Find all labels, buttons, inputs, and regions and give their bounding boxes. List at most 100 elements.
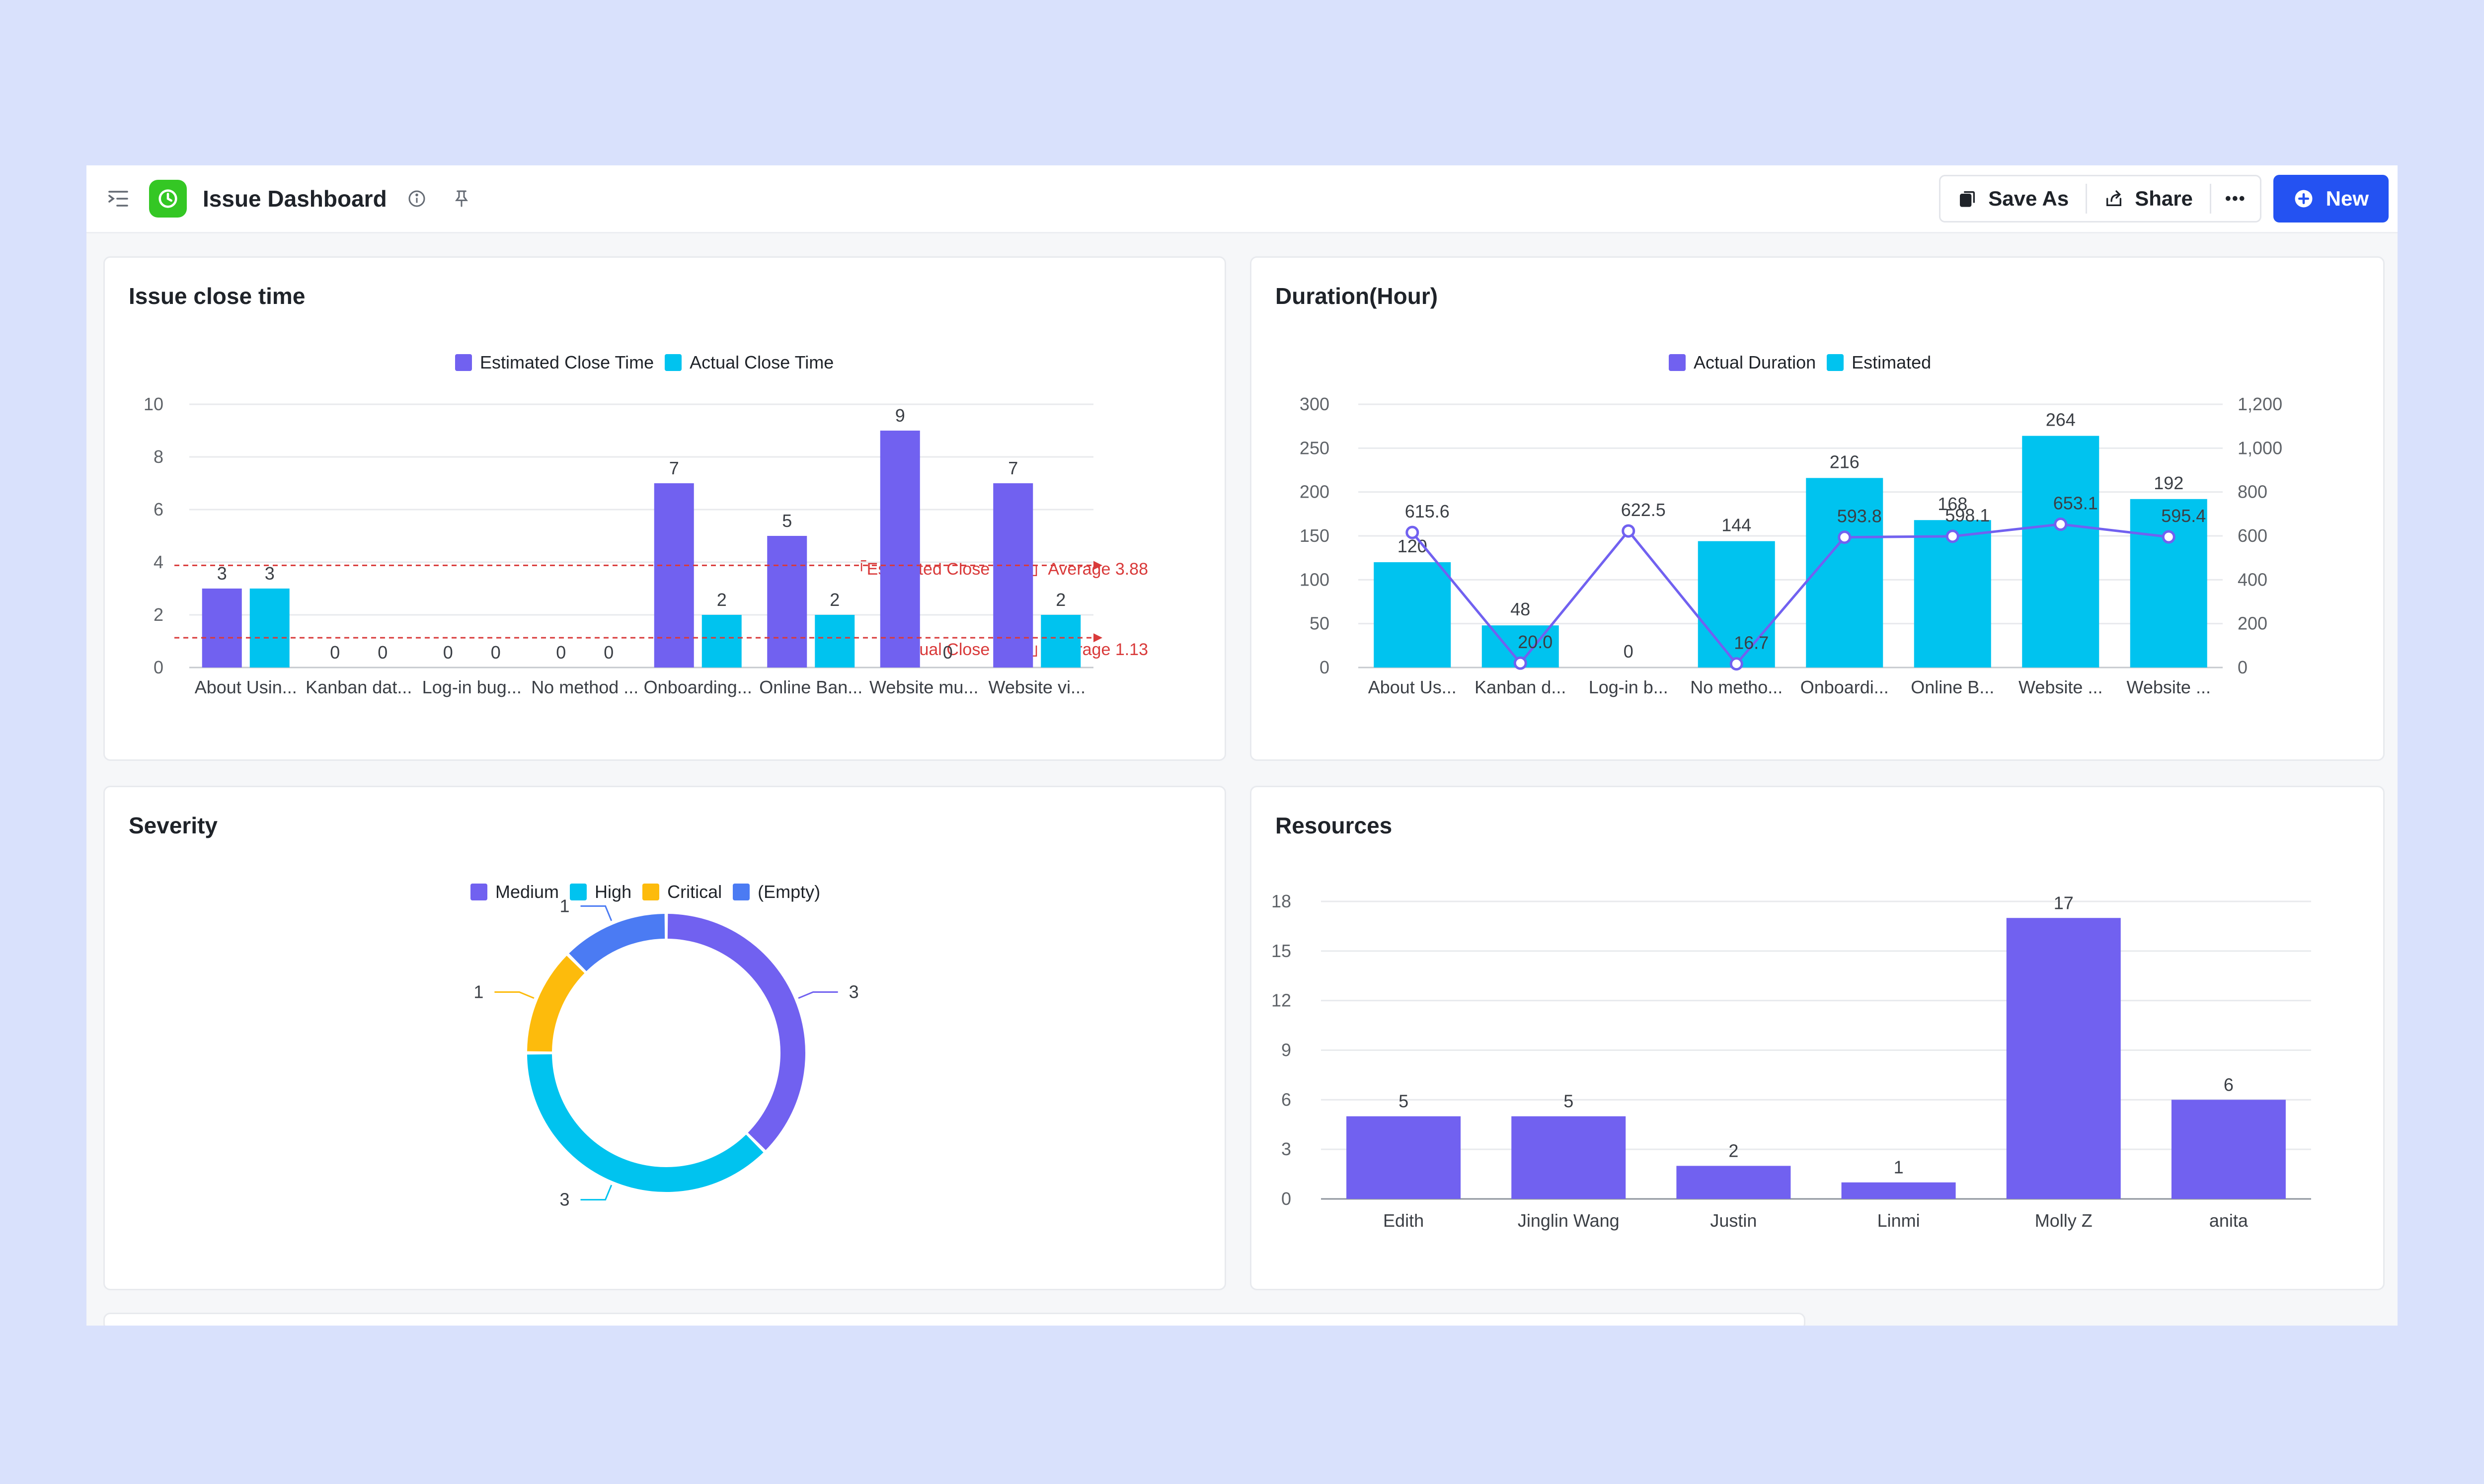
y-tick-label: 100 — [1300, 569, 1329, 590]
legend-item-estimated-close-time[interactable]: Estimated Close Time — [455, 352, 654, 373]
data-label: 3 — [217, 563, 227, 584]
line-point — [1622, 524, 1635, 538]
data-label: 0 — [443, 642, 453, 663]
y-tick-label: 18 — [1271, 891, 1291, 911]
x-tick-label: Onboarding... — [644, 677, 752, 697]
leader-line — [580, 905, 613, 921]
line-data-label: 595.4 — [2161, 506, 2206, 526]
duration-card: Duration(Hour) Actual Duration Estimated… — [1250, 256, 2385, 761]
donut-slice — [527, 956, 585, 1052]
slice-value-label: 1 — [560, 895, 570, 916]
x-tick-label: Kanban dat... — [306, 677, 412, 697]
line-data-label: 16.7 — [1734, 633, 1769, 653]
bar — [1914, 520, 1991, 668]
y2-tick-label: 800 — [2238, 482, 2267, 502]
y2-tick-label: 1,000 — [2238, 438, 2282, 458]
y-tick-label: 2 — [154, 604, 163, 625]
y-tick-label: 6 — [1281, 1089, 1291, 1110]
y-tick-label: 0 — [1281, 1188, 1291, 1209]
leader-line — [798, 991, 838, 999]
y-tick-label: 10 — [144, 394, 163, 414]
sidebar-toggle-icon[interactable] — [106, 187, 130, 211]
legend-swatch — [1827, 354, 1844, 371]
share-label: Share — [2135, 187, 2193, 210]
line-point — [1838, 530, 1852, 544]
x-tick-label: Linmi — [1877, 1210, 1920, 1231]
save-as-button[interactable]: Save As — [1941, 176, 2086, 221]
y2-tick-label: 600 — [2238, 525, 2267, 546]
y-tick-label: 9 — [1281, 1040, 1291, 1060]
new-button[interactable]: New — [2273, 175, 2389, 223]
slice-value-label: 3 — [849, 982, 859, 1002]
bar — [249, 589, 290, 668]
bar — [2130, 499, 2207, 668]
y-tick-label: 6 — [154, 499, 163, 519]
legend-item-medium[interactable]: Medium — [470, 882, 559, 902]
line-point — [1945, 529, 1959, 543]
y2-tick-label: 0 — [2238, 657, 2248, 677]
y-tick-label: 50 — [1310, 613, 1329, 634]
bar — [1698, 541, 1775, 668]
y-tick-label: 200 — [1300, 482, 1329, 502]
data-label: 0 — [943, 642, 953, 663]
next-card-edge — [103, 1313, 1805, 1326]
top-bar-left: Issue Dashboard — [106, 165, 471, 232]
chart-legend: Estimated Close Time Actual Close Time — [455, 352, 845, 373]
y-tick-label: 250 — [1300, 438, 1329, 458]
line-point — [2054, 518, 2068, 531]
y-tick-label: 4 — [154, 552, 163, 572]
bar — [654, 483, 694, 668]
data-label: 1 — [1894, 1157, 1904, 1178]
copy-icon — [1960, 191, 1975, 207]
new-label: New — [2326, 187, 2369, 210]
y-tick-label: 12 — [1271, 990, 1291, 1011]
y2-tick-label: 1,200 — [2238, 394, 2282, 414]
y-tick-label: 150 — [1300, 525, 1329, 546]
data-label: 7 — [1008, 458, 1018, 478]
donut-slice — [667, 914, 805, 1150]
legend-item-actual-close-time[interactable]: Actual Close Time — [665, 352, 834, 373]
bar — [701, 615, 742, 668]
x-tick-label: Website mu... — [869, 677, 978, 697]
legend-label: Critical — [667, 882, 722, 902]
x-tick-label: Online Ban... — [759, 677, 862, 697]
pin-icon[interactable] — [452, 189, 471, 209]
reference-line-arrow — [1093, 633, 1102, 643]
resources-chart: 0 3 6 9 12 15 18 5 Edith 5 Jinglin Wang 2 Justin 1 Lin… — [1271, 891, 2311, 1231]
issue-close-time-chart: 「Estimated Close Time」Average 3.88 「Actu… — [144, 394, 1148, 697]
legend-label: (Empty) — [758, 882, 821, 902]
legend-label: Medium — [495, 882, 559, 902]
data-label: 144 — [1721, 515, 1751, 535]
data-label: 216 — [1830, 451, 1860, 472]
legend-swatch — [470, 884, 487, 900]
bar — [1346, 1116, 1461, 1199]
info-icon[interactable] — [407, 189, 427, 209]
legend-item-actual-duration[interactable]: Actual Duration — [1669, 352, 1816, 373]
legend-item-estimated[interactable]: Estimated — [1827, 352, 1931, 373]
more-options-button[interactable]: ••• — [2211, 176, 2260, 221]
line-data-label: 20.0 — [1518, 632, 1552, 652]
data-label: 5 — [1563, 1091, 1573, 1112]
divider — [2086, 184, 2088, 214]
line-data-label: 622.5 — [1621, 500, 1666, 520]
x-tick-label: Online B... — [1911, 677, 1994, 697]
share-button[interactable]: Share — [2087, 176, 2210, 221]
resources-card: Resources 0 3 6 9 12 15 18 5 Edith 5 Jinglin Wang 2… — [1250, 786, 2385, 1290]
x-tick-label: Website vi... — [989, 677, 1086, 697]
line-data-label: 615.6 — [1405, 501, 1450, 521]
data-label: 5 — [782, 511, 792, 531]
chart-legend: Medium High Critical (Empty) — [470, 882, 831, 902]
legend-item-critical[interactable]: Critical — [642, 882, 722, 902]
legend-item-empty[interactable]: (Empty) — [733, 882, 820, 902]
bar — [2022, 436, 2099, 668]
series-line — [1411, 523, 2169, 666]
donut-slice — [569, 914, 665, 971]
data-label: 2 — [1056, 590, 1066, 610]
x-tick-label: No metho... — [1690, 677, 1783, 697]
legend-item-high[interactable]: High — [570, 882, 631, 902]
y-tick-label: 0 — [154, 657, 163, 677]
legend-label: Actual Close Time — [690, 352, 834, 372]
data-label: 6 — [2224, 1074, 2234, 1095]
bar — [1806, 478, 1883, 668]
